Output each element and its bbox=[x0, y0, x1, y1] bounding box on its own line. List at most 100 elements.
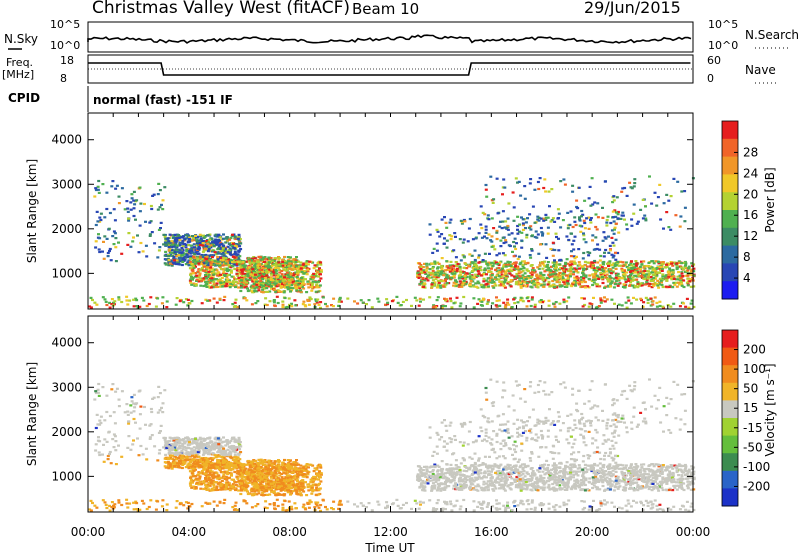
velocity-point bbox=[167, 467, 171, 470]
power-point bbox=[678, 283, 681, 286]
power-point bbox=[466, 240, 470, 243]
power-point bbox=[445, 268, 449, 271]
power-point bbox=[630, 264, 634, 267]
power-point bbox=[576, 276, 580, 280]
power-point bbox=[483, 260, 487, 263]
velocity-point bbox=[236, 446, 240, 449]
power-point bbox=[226, 274, 230, 277]
power-point bbox=[487, 299, 490, 302]
power-point bbox=[218, 243, 222, 246]
power-point bbox=[212, 297, 216, 300]
power-point bbox=[200, 258, 204, 261]
power-point bbox=[290, 305, 294, 308]
power-point bbox=[270, 286, 274, 289]
power-point bbox=[198, 244, 202, 247]
power-point bbox=[156, 208, 160, 211]
power-point bbox=[430, 283, 434, 286]
power-point bbox=[546, 232, 550, 235]
power-point bbox=[609, 221, 613, 225]
power-point bbox=[512, 219, 516, 222]
power-point bbox=[502, 274, 506, 277]
velocity-point bbox=[180, 466, 184, 470]
power-point bbox=[576, 279, 580, 282]
power-colorbar-swatch bbox=[722, 138, 738, 158]
power-point bbox=[240, 270, 244, 273]
power-point bbox=[657, 260, 660, 264]
power-point bbox=[254, 264, 258, 267]
power-point bbox=[173, 243, 176, 246]
power-point bbox=[170, 240, 174, 243]
power-point bbox=[423, 279, 427, 282]
power-point bbox=[679, 280, 683, 284]
power-point bbox=[507, 303, 511, 306]
power-point bbox=[491, 279, 495, 282]
power-point bbox=[616, 217, 620, 220]
power-point bbox=[272, 301, 276, 304]
power-point bbox=[617, 276, 621, 279]
power-point bbox=[172, 240, 176, 243]
power-point bbox=[445, 226, 449, 229]
power-point bbox=[520, 277, 524, 280]
power-point bbox=[212, 254, 216, 257]
power-point bbox=[551, 261, 555, 264]
power-point bbox=[227, 264, 231, 267]
power-point bbox=[167, 255, 171, 258]
power-point bbox=[634, 260, 638, 263]
power-point bbox=[316, 275, 320, 278]
power-point bbox=[231, 265, 235, 268]
power-point bbox=[440, 233, 444, 236]
power-point bbox=[586, 285, 590, 288]
power-point bbox=[614, 258, 618, 261]
power-point bbox=[434, 277, 438, 281]
power-point bbox=[163, 262, 167, 265]
power-point bbox=[597, 277, 601, 280]
power-point bbox=[644, 205, 647, 208]
power-point bbox=[509, 264, 513, 267]
power-point bbox=[479, 223, 483, 226]
power-point bbox=[314, 298, 318, 301]
power-point bbox=[536, 233, 540, 236]
power-point bbox=[494, 268, 498, 271]
power-point bbox=[639, 297, 643, 300]
power-point bbox=[480, 285, 484, 289]
velocity-point bbox=[205, 443, 209, 446]
power-point bbox=[154, 305, 158, 308]
power-point bbox=[259, 270, 263, 273]
power-point bbox=[608, 276, 612, 279]
power-point bbox=[259, 279, 263, 283]
power-point bbox=[190, 299, 194, 303]
power-point bbox=[168, 233, 172, 236]
power-point bbox=[507, 244, 511, 247]
power-point bbox=[176, 239, 180, 242]
power-point bbox=[616, 260, 620, 263]
power-point bbox=[495, 177, 499, 180]
power-point bbox=[565, 235, 569, 238]
power-point bbox=[174, 248, 178, 251]
power-point bbox=[248, 269, 252, 272]
power-point bbox=[189, 248, 193, 251]
power-point bbox=[108, 211, 112, 215]
power-point bbox=[430, 262, 434, 265]
velocity-point bbox=[219, 444, 223, 447]
power-point bbox=[515, 275, 519, 278]
power-point bbox=[168, 262, 172, 265]
power-point bbox=[666, 276, 670, 279]
power-point bbox=[281, 300, 285, 303]
power-point bbox=[276, 276, 280, 280]
power-point bbox=[222, 283, 226, 286]
power-point bbox=[543, 260, 547, 263]
power-point bbox=[546, 283, 550, 286]
power-point bbox=[267, 256, 271, 259]
velocity-point bbox=[186, 459, 190, 462]
power-point bbox=[555, 278, 559, 281]
power-point bbox=[223, 274, 227, 277]
power-colorbar-swatch bbox=[722, 227, 738, 247]
power-point bbox=[521, 300, 525, 303]
power-colorbar-swatch bbox=[722, 121, 738, 140]
power-point bbox=[279, 286, 283, 289]
power-point bbox=[132, 199, 136, 202]
power-point bbox=[484, 231, 488, 234]
power-point bbox=[218, 261, 222, 264]
power-point bbox=[450, 265, 454, 268]
power-point bbox=[550, 219, 554, 222]
